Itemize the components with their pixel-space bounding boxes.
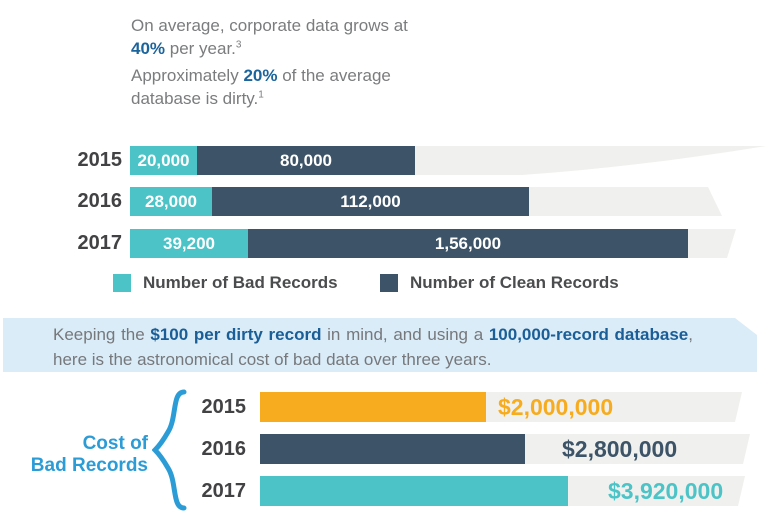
cost-year-2016: 2016 (201, 438, 247, 460)
legend-item-clean-records: Number of Clean Records (380, 273, 619, 293)
footnote-ref-3: 3 (235, 39, 242, 51)
records-year-2017: 2017 (77, 232, 123, 254)
intro-stat-data-growth: On average, corporate data grows at 40% … (131, 14, 416, 60)
banner-text: Keeping the $100 per dirty record in min… (53, 322, 693, 372)
intro-stat-dirty-db: Approximately 20% of the average databas… (131, 64, 416, 110)
legend-swatch-clean-icon (380, 274, 398, 292)
banner-bold-database: 100,000-record database (488, 325, 689, 344)
banner-post: , here is the astronomical cost of bad d… (53, 325, 693, 369)
cost-value-2015: $2,000,000 (498, 394, 614, 420)
legend-label-clean: Number of Clean Records (410, 273, 619, 292)
cost-value-2016: $2,800,000 (562, 436, 678, 462)
banner-mid: in mind, and using a (321, 325, 489, 344)
cost-title-line2: Bad Records (30, 455, 148, 476)
cost-value-2017: $3,920,000 (608, 478, 724, 504)
clean-records-bar-2016: 112,000 (212, 187, 529, 216)
cost-title-line1: Cost of (82, 433, 148, 454)
cost-row-2015: 2015 $2,000,000 (0, 392, 768, 422)
clean-records-bar-2017: 1,56,000 (248, 229, 688, 258)
stat-40-percent: 40% (131, 39, 166, 58)
cost-bar-2015 (260, 392, 486, 422)
legend-swatch-bad-icon (113, 274, 131, 292)
footnote-ref-1: 1 (258, 89, 264, 101)
bad-records-bar-2017: 39,200 (130, 229, 248, 258)
intro-2-post: of the average database is dirty. (131, 66, 391, 108)
curly-brace-icon (151, 388, 188, 512)
clean-records-label-2016: 112,000 (340, 191, 401, 211)
cost-bar-2016 (260, 434, 525, 464)
cost-bar-2017 (260, 476, 568, 506)
cost-callout-banner: Keeping the $100 per dirty record in min… (3, 318, 757, 372)
bad-records-label-2016: 28,000 (145, 191, 197, 211)
clean-records-bar-2015: 80,000 (197, 146, 415, 175)
clean-records-label-2017: 1,56,000 (434, 233, 502, 253)
legend-item-bad-records: Number of Bad Records (113, 273, 338, 293)
clean-records-label-2015: 80,000 (280, 150, 332, 170)
legend-label-bad: Number of Bad Records (143, 273, 338, 292)
bad-records-label-2017: 39,200 (163, 233, 215, 253)
records-year-2015: 2015 (77, 149, 123, 171)
records-year-2016: 2016 (77, 190, 123, 212)
intro-2-pre: Approximately (131, 66, 244, 85)
cost-chart-title: Cost of Bad Records (8, 433, 148, 477)
bad-records-bar-2015: 20,000 (130, 146, 197, 175)
banner-bold-price: $100 per dirty record (150, 325, 322, 344)
cost-row-2016: 2016 $2,800,000 (0, 434, 768, 464)
intro-1-pre: On average, corporate data grows at (131, 16, 408, 35)
records-row-2016: 2016 28,000 112,000 (0, 187, 768, 216)
cost-row-2017: 2017 $3,920,000 (0, 476, 768, 506)
cost-year-2017: 2017 (201, 480, 247, 502)
banner-pre: Keeping the (53, 325, 151, 344)
stat-20-percent: 20% (243, 66, 278, 85)
intro-1-post: per year. (165, 39, 236, 58)
records-row-2017: 2017 39,200 1,56,000 (0, 229, 768, 258)
cost-year-2015: 2015 (201, 396, 247, 418)
bad-records-bar-2016: 28,000 (130, 187, 212, 216)
bad-records-label-2015: 20,000 (137, 150, 190, 170)
records-row-2015: 2015 20,000 80,000 (0, 146, 768, 175)
